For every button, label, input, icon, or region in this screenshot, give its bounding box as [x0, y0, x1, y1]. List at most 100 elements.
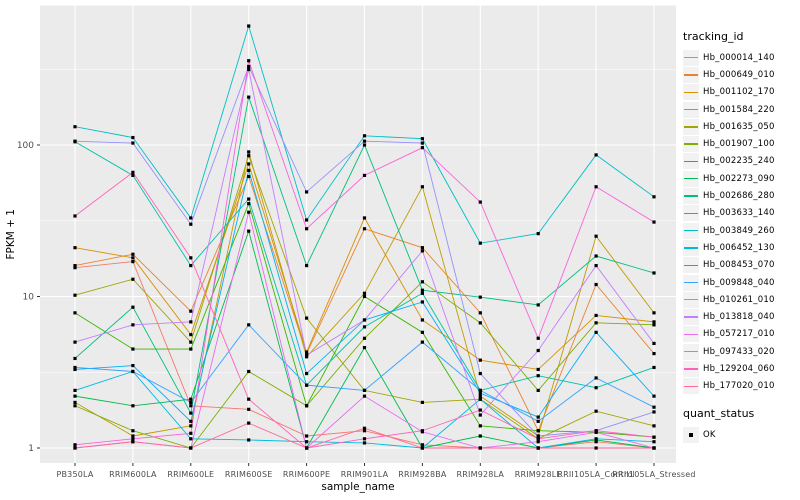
legend-key-line-icon — [683, 136, 699, 153]
data-point — [536, 374, 540, 378]
data-point — [305, 440, 309, 444]
data-point — [131, 170, 135, 174]
legend-entry-label: OK — [703, 429, 716, 440]
data-point — [305, 218, 309, 222]
data-point — [536, 429, 540, 433]
data-point — [247, 168, 251, 172]
data-point — [478, 424, 482, 428]
legend-entry-label: Hb_006452_130 — [703, 242, 775, 253]
x-tick-label: RRIM928LE — [515, 470, 562, 479]
data-point — [131, 141, 135, 145]
data-point — [594, 234, 598, 238]
data-point — [652, 220, 656, 224]
data-point — [362, 426, 367, 430]
legend-panel: tracking_id Hb_000014_140 Hb_000649_010 Hb… — [683, 30, 798, 443]
legend-entry-label: Hb_002235_240 — [703, 156, 775, 167]
data-point — [189, 263, 193, 268]
x-tick-label: RRIM901LA — [341, 470, 389, 479]
data-point — [247, 202, 251, 206]
data-point — [305, 227, 309, 231]
legend-key-line-icon — [683, 326, 699, 343]
legend-entry-Hb_002235_240: Hb_002235_240 — [683, 153, 798, 170]
data-point — [131, 135, 135, 140]
data-point — [131, 256, 135, 260]
data-point — [478, 434, 482, 438]
data-point — [305, 446, 309, 450]
data-point — [305, 434, 309, 438]
data-point — [131, 305, 135, 309]
data-point — [652, 394, 656, 398]
legend-entry-Hb_001635_050: Hb_001635_050 — [683, 118, 798, 135]
data-point — [305, 350, 309, 354]
legend-entry-label: Hb_057217_010 — [703, 329, 775, 340]
legend-entry-label: Hb_001635_050 — [703, 121, 775, 132]
legend-title-quant-status: quant_status — [683, 406, 755, 420]
data-point — [189, 340, 193, 344]
x-tick-label: RRIM600LE — [167, 470, 214, 479]
data-point — [247, 174, 251, 179]
data-point — [420, 318, 424, 322]
data-point — [478, 388, 482, 392]
data-point — [305, 316, 309, 320]
data-point — [247, 407, 251, 411]
y-tick-label: 100 — [17, 141, 34, 151]
data-point — [131, 323, 135, 327]
legend-entry-label: Hb_001907_100 — [703, 139, 775, 150]
legend-entry-Hb_002686_280: Hb_002686_280 — [683, 187, 798, 205]
data-point — [362, 388, 367, 392]
legend-entry-label: Hb_002686_280 — [703, 191, 775, 202]
data-point — [247, 59, 251, 63]
legend-key-square-icon — [683, 426, 699, 443]
legend-entry-Hb_000014_140: Hb_000014_140 — [683, 49, 798, 66]
legend-entry-label: Hb_013818_040 — [703, 312, 775, 323]
data-point — [189, 411, 193, 415]
x-tick-label: RRIM928LA — [457, 470, 505, 479]
data-point — [420, 246, 424, 250]
data-point — [478, 391, 482, 395]
data-point — [478, 241, 482, 245]
data-point — [594, 254, 598, 258]
legend-entry-Hb_013818_040: Hb_013818_040 — [683, 308, 798, 326]
data-point — [478, 394, 482, 398]
data-point — [247, 323, 251, 327]
legend-key-line-icon — [683, 66, 699, 83]
data-point — [420, 137, 424, 141]
data-point — [73, 400, 77, 404]
legend-entry-label: Hb_009848_040 — [703, 277, 775, 288]
data-point — [420, 291, 424, 295]
data-point — [362, 143, 367, 147]
data-point — [420, 400, 424, 404]
data-point — [362, 345, 367, 350]
data-point — [478, 371, 482, 376]
data-point — [362, 134, 367, 138]
data-point — [594, 409, 598, 413]
data-point — [305, 371, 309, 376]
data-point — [73, 365, 77, 370]
data-point — [536, 415, 540, 419]
data-point — [652, 440, 656, 444]
data-point — [305, 353, 309, 357]
data-point — [189, 431, 193, 435]
data-point — [131, 434, 135, 438]
x-tick-label: RRIM600LA — [109, 470, 157, 479]
legend-entry-Hb_006452_130: Hb_006452_130 — [683, 239, 798, 256]
x-tick-label: PB350LA — [56, 470, 93, 479]
data-point — [594, 282, 598, 287]
data-point — [478, 413, 482, 417]
data-point — [594, 153, 598, 157]
data-point — [420, 185, 424, 189]
legend-entry-label: Hb_003633_140 — [703, 208, 775, 219]
data-point — [478, 200, 482, 204]
legend-entry-quant-OK: OK — [683, 426, 798, 443]
data-point — [73, 404, 77, 408]
data-point — [594, 330, 598, 334]
legend-entry-label: Hb_000014_140 — [703, 52, 775, 63]
data-point — [536, 440, 540, 444]
data-point — [247, 64, 251, 69]
data-point — [594, 446, 598, 450]
data-point — [652, 435, 656, 439]
data-point — [131, 277, 135, 281]
data-point — [247, 67, 251, 72]
data-point — [189, 256, 193, 260]
